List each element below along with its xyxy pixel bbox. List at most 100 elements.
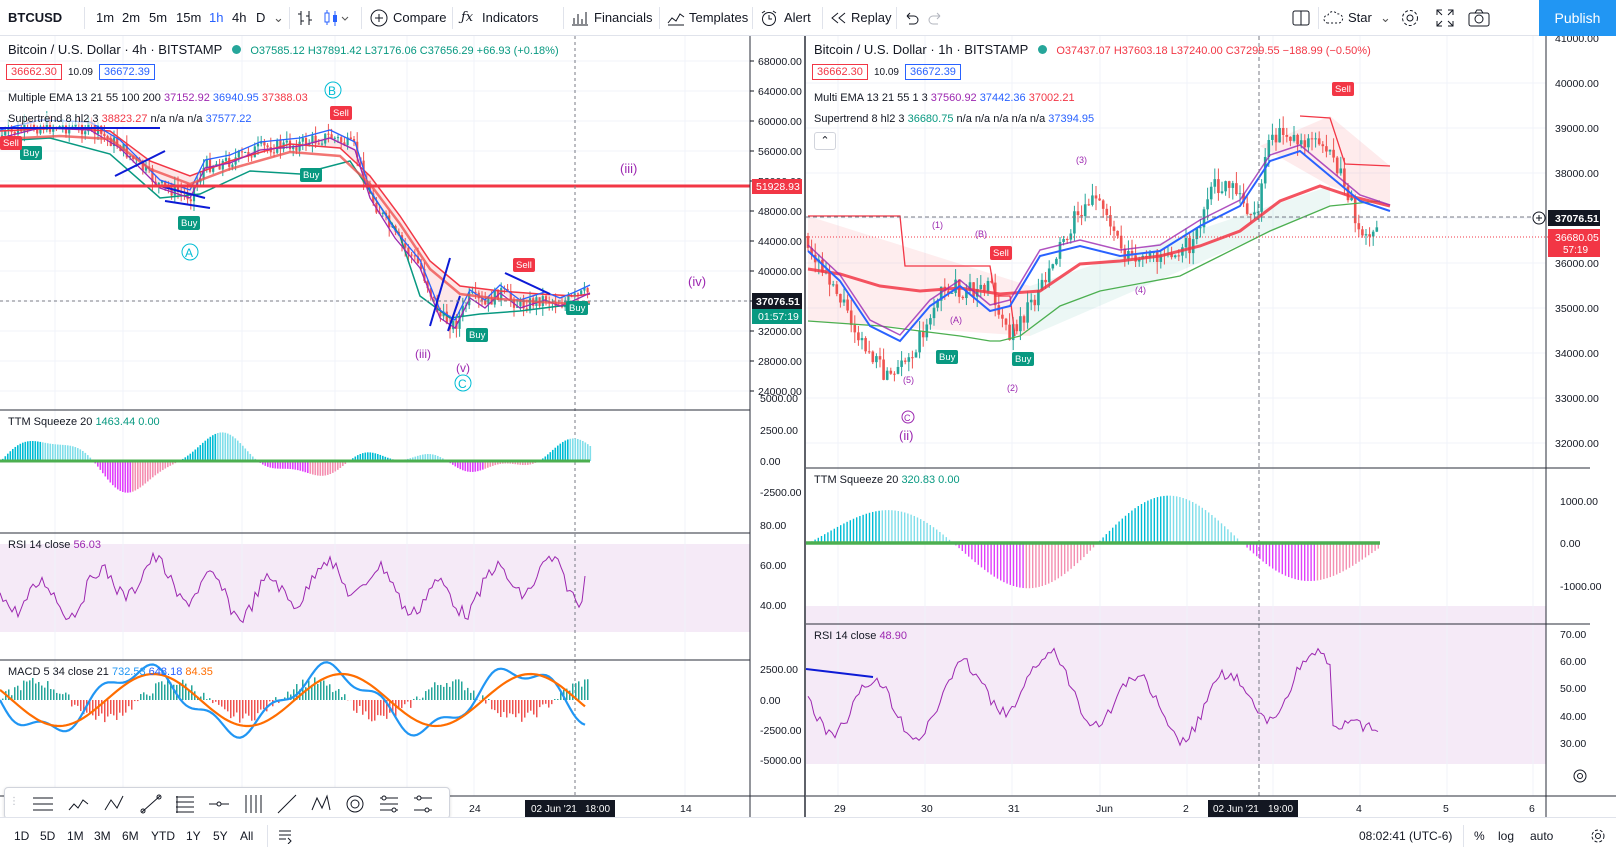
horizontal-ray-icon[interactable] bbox=[207, 792, 231, 816]
chart-style-icon[interactable] bbox=[322, 8, 350, 28]
interval-15m[interactable]: 15m bbox=[176, 0, 201, 36]
histogram-bar bbox=[475, 461, 477, 472]
gann-icon[interactable] bbox=[377, 792, 401, 816]
candle bbox=[36, 130, 38, 134]
indicators-button[interactable]: Indicators bbox=[482, 0, 538, 36]
log-toggle[interactable]: log bbox=[1498, 818, 1514, 854]
channel-icon[interactable] bbox=[411, 792, 435, 816]
candle bbox=[1228, 181, 1231, 188]
star-dropdown-icon[interactable]: ⌄ bbox=[1380, 0, 1391, 36]
interval-d[interactable]: D bbox=[256, 0, 265, 36]
interval-1m[interactable]: 1m bbox=[96, 0, 114, 36]
right-bid-badge[interactable]: 36662.30 bbox=[812, 64, 868, 80]
alert-button[interactable]: Alert bbox=[784, 0, 811, 36]
histogram-bar bbox=[230, 435, 232, 461]
left-macd-legend[interactable]: MACD 5 34 close 21 732.53 648.18 84.35 bbox=[8, 666, 213, 678]
histogram-bar bbox=[1285, 543, 1286, 576]
macd-bar bbox=[542, 700, 544, 704]
range-ytd[interactable]: YTD bbox=[151, 818, 175, 854]
abc-pattern-icon[interactable] bbox=[103, 792, 127, 816]
price-tick: 68000.00 bbox=[758, 56, 802, 68]
candle bbox=[843, 300, 846, 303]
goto-date-icon[interactable] bbox=[276, 828, 294, 844]
indicators-fx-icon[interactable]: ƒx bbox=[461, 0, 473, 36]
interval-4h[interactable]: 4h bbox=[232, 0, 246, 36]
macd-bar bbox=[329, 684, 331, 700]
camera-icon[interactable] bbox=[1468, 9, 1490, 27]
histogram-bar bbox=[971, 543, 972, 559]
macd-bar bbox=[326, 686, 328, 700]
trend-line-icon[interactable] bbox=[139, 792, 163, 816]
interval-5m[interactable]: 5m bbox=[149, 0, 167, 36]
publish-button[interactable]: Publish bbox=[1539, 0, 1616, 36]
range-3m[interactable]: 3M bbox=[94, 818, 111, 854]
templates-icon[interactable] bbox=[667, 10, 685, 26]
bar-style-icon[interactable] bbox=[296, 8, 316, 28]
replay-button[interactable]: Replay bbox=[851, 0, 891, 36]
left-ttm-legend[interactable]: TTM Squeeze 20 1463.44 0.00 bbox=[8, 416, 160, 428]
candle bbox=[1098, 198, 1101, 200]
symbol-search[interactable]: BTCUSD bbox=[8, 0, 62, 36]
right-supertrend-legend[interactable]: Supertrend 8 hl2 3 36680.75 n/a n/a n/a … bbox=[814, 113, 1094, 125]
pitchfork-icon[interactable] bbox=[241, 792, 265, 816]
horizontal-lines-icon[interactable] bbox=[31, 792, 55, 816]
right-rsi-legend[interactable]: RSI 14 close 48.90 bbox=[814, 630, 907, 642]
candle bbox=[273, 152, 275, 153]
histogram-bar bbox=[55, 444, 57, 461]
range-5d[interactable]: 5D bbox=[40, 818, 55, 854]
left-rsi-legend[interactable]: RSI 14 close 56.03 bbox=[8, 539, 101, 551]
range-6m[interactable]: 6M bbox=[122, 818, 139, 854]
left-bid-badge[interactable]: 36662.30 bbox=[6, 64, 62, 80]
right-ask-badge[interactable]: 36672.39 bbox=[905, 64, 961, 80]
collapse-legend-button[interactable]: ⌃ bbox=[814, 132, 836, 150]
chart-canvas[interactable]: (iii)(iv)(iii)(v)CABBuyBuyBuyBuyBuySellS… bbox=[0, 36, 1616, 817]
right-ema-legend[interactable]: Multi EMA 13 21 55 1 3 37560.92 37442.36… bbox=[814, 92, 1075, 104]
right-ttm-legend[interactable]: TTM Squeeze 20 320.83 0.00 bbox=[814, 474, 960, 486]
star-button[interactable]: Star bbox=[1348, 0, 1372, 36]
range-1y[interactable]: 1Y bbox=[186, 818, 201, 854]
histogram-bar bbox=[1317, 543, 1318, 580]
compare-plus-icon[interactable] bbox=[370, 9, 388, 27]
left-symbol-title[interactable]: Bitcoin / U.S. Dollar · 4h · BITSTAMP bbox=[8, 42, 222, 57]
range-5y[interactable]: 5Y bbox=[213, 818, 228, 854]
fib-icon[interactable] bbox=[173, 792, 197, 816]
ray-icon[interactable] bbox=[275, 792, 299, 816]
undo-icon[interactable] bbox=[903, 10, 919, 26]
fib-spiral-icon[interactable] bbox=[343, 792, 367, 816]
replay-icon[interactable] bbox=[830, 11, 848, 25]
compare-button[interactable]: Compare bbox=[393, 0, 446, 36]
clock-time[interactable]: 08:02:41 (UTC-6) bbox=[1359, 818, 1452, 854]
wave-pattern-icon[interactable] bbox=[67, 792, 91, 816]
financials-button[interactable]: Financials bbox=[594, 0, 653, 36]
range-all[interactable]: All bbox=[240, 818, 253, 854]
interval-1h[interactable]: 1h bbox=[209, 0, 223, 36]
left-supertrend-legend[interactable]: Supertrend 8 hl2 3 38823.27 n/a n/a n/a … bbox=[8, 113, 251, 125]
fullscreen-icon[interactable] bbox=[1436, 9, 1454, 27]
alert-clock-icon[interactable] bbox=[760, 9, 778, 27]
candle bbox=[1062, 239, 1065, 242]
left-ask-badge[interactable]: 36672.39 bbox=[99, 64, 155, 80]
candle bbox=[908, 357, 911, 362]
interval-2m[interactable]: 2m bbox=[122, 0, 140, 36]
cloud-icon[interactable] bbox=[1323, 10, 1345, 26]
bottom-settings-gear-icon[interactable] bbox=[1590, 828, 1606, 844]
financials-icon[interactable] bbox=[571, 10, 589, 26]
interval-dropdown-icon[interactable]: ⌄ bbox=[273, 0, 284, 36]
auto-toggle[interactable]: auto bbox=[1530, 818, 1553, 854]
redo-icon[interactable] bbox=[928, 10, 944, 26]
price-tick: 56000.00 bbox=[758, 146, 802, 158]
left-ema-legend[interactable]: Multiple EMA 13 21 55 100 200 37152.92 3… bbox=[8, 92, 308, 104]
xabcd-pattern-icon[interactable] bbox=[309, 792, 333, 816]
histogram-bar bbox=[587, 444, 589, 461]
settings-gear-icon[interactable] bbox=[1400, 8, 1420, 28]
percent-toggle[interactable]: % bbox=[1474, 818, 1485, 854]
histogram-bar bbox=[122, 461, 124, 492]
layout-icon[interactable] bbox=[1292, 9, 1310, 27]
histogram-bar bbox=[1339, 543, 1340, 573]
range-1m[interactable]: 1M bbox=[67, 818, 84, 854]
time-tick: 31 bbox=[1008, 803, 1020, 815]
candle bbox=[1016, 324, 1019, 331]
range-1d[interactable]: 1D bbox=[14, 818, 29, 854]
right-symbol-title[interactable]: Bitcoin / U.S. Dollar · 1h · BITSTAMP bbox=[814, 42, 1028, 57]
templates-button[interactable]: Templates bbox=[689, 0, 748, 36]
